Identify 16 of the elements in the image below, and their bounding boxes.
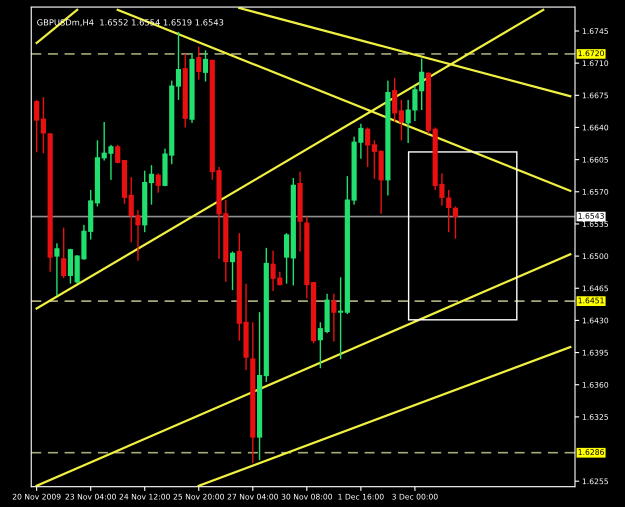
candlestick	[338, 276, 344, 360]
candlestick	[202, 50, 208, 82]
candlestick	[358, 123, 364, 160]
candlestick	[331, 293, 336, 342]
candlestick	[230, 250, 236, 291]
candlestick	[406, 99, 411, 144]
candlestick	[452, 206, 458, 240]
candlestick	[34, 99, 40, 153]
candlestick	[365, 126, 370, 168]
candlestick	[156, 172, 161, 194]
candlestick	[398, 99, 404, 142]
candlestick	[40, 96, 46, 154]
candlestick	[196, 46, 202, 80]
candlestick	[54, 242, 60, 296]
candlestick	[61, 226, 66, 279]
candlestick	[392, 77, 398, 123]
